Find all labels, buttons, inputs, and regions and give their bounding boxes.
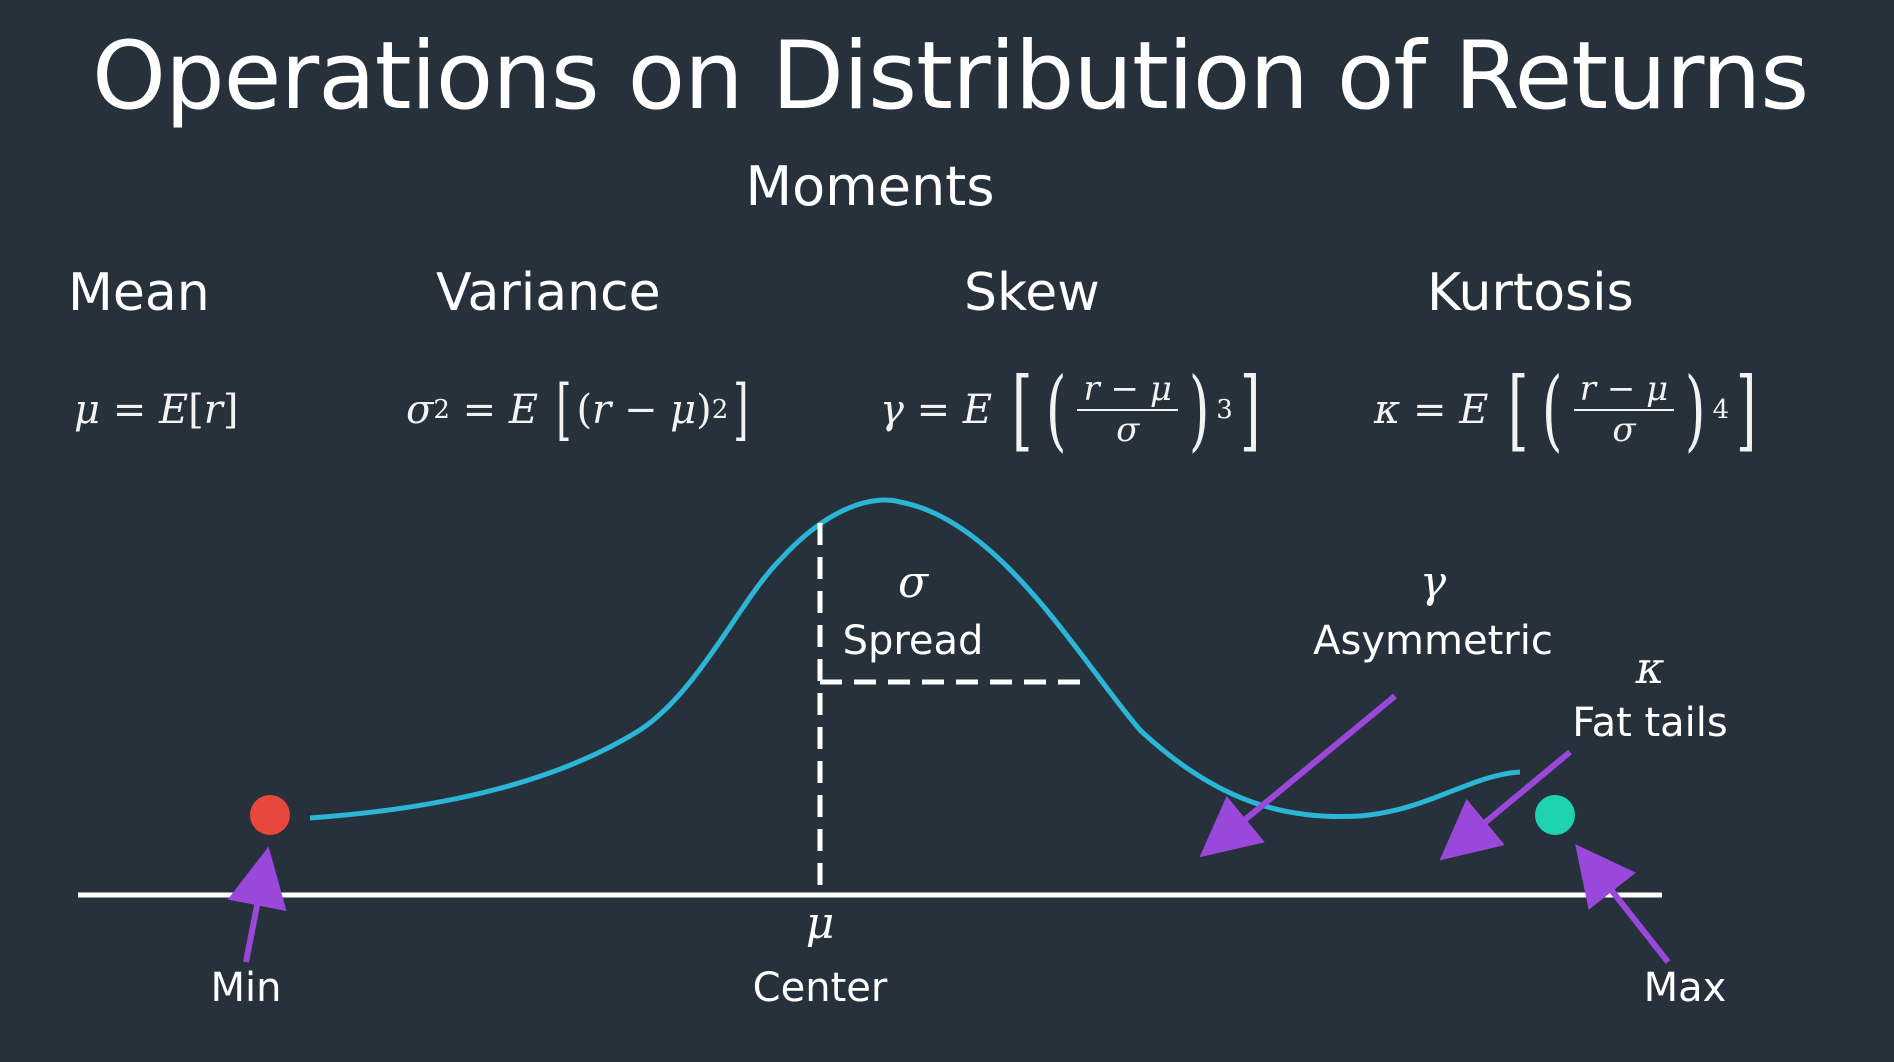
- max-arrow: [1575, 844, 1671, 964]
- moment-variance-heading: Variance: [436, 263, 661, 323]
- mean-formula: μ = E[r]: [74, 387, 239, 433]
- kurtosis-formula: κ = E [(r − μ σ) 4]: [1374, 358, 1757, 461]
- min-point-dot: [250, 795, 290, 835]
- fat-tails-label: Fat tails: [1572, 700, 1728, 746]
- kappa-symbol: κ: [1635, 643, 1665, 694]
- center-label: Center: [752, 965, 888, 1011]
- fat-tails-arrow: [1439, 749, 1572, 861]
- min-arrow: [227, 846, 287, 963]
- mu-symbol: μ: [805, 898, 835, 949]
- moment-mean-heading: Mean: [68, 263, 210, 323]
- min-label: Min: [210, 965, 282, 1011]
- moment-kurtosis-heading: Kurtosis: [1427, 263, 1634, 323]
- asymmetric-arrow: [1199, 693, 1397, 858]
- distribution-curve: [309, 497, 1521, 821]
- moment-skew-heading: Skew: [964, 263, 1100, 323]
- max-point-dot: [1535, 795, 1575, 835]
- gamma-symbol: γ: [1419, 557, 1447, 608]
- sigma-symbol: σ: [897, 557, 929, 608]
- max-label: Max: [1643, 965, 1727, 1011]
- section-title: Moments: [745, 155, 995, 218]
- asymmetric-label: Asymmetric: [1313, 618, 1553, 664]
- skew-formula: γ = E [(r − μ σ) 3]: [880, 358, 1261, 461]
- slide-title: Operations on Distribution of Returns: [92, 22, 1809, 131]
- spread-label: Spread: [842, 618, 984, 664]
